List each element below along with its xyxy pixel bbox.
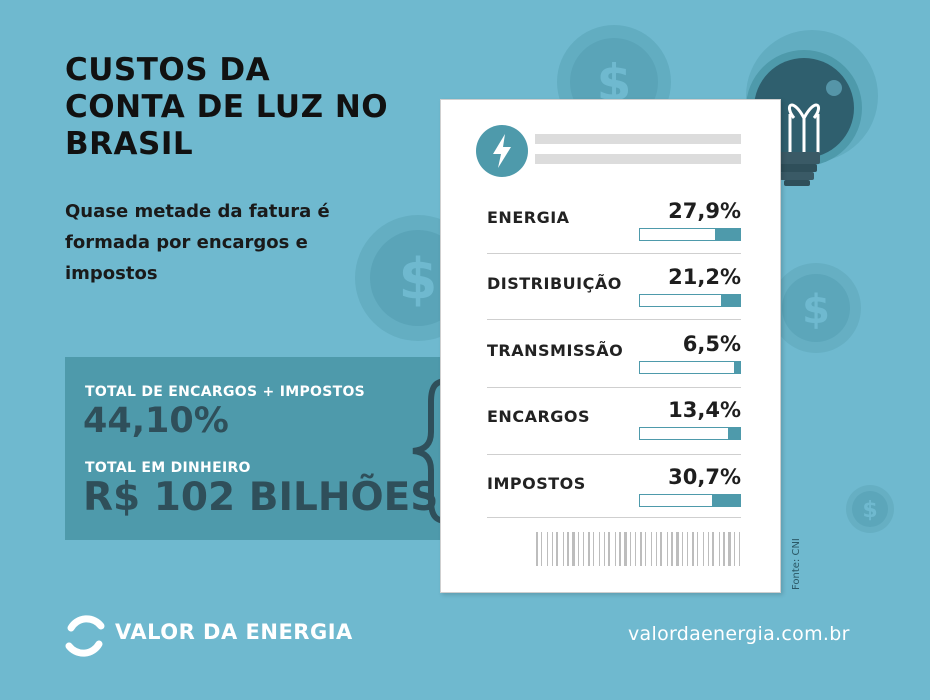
bill-row-name: ENCARGOS xyxy=(487,407,591,426)
website-link[interactable]: valordaenergia.com.br xyxy=(628,623,850,645)
bill-row-percent: 30,7% xyxy=(668,465,741,489)
barcode-stripe xyxy=(676,532,679,566)
barcode-stripe xyxy=(599,532,600,566)
barcode-stripe xyxy=(536,532,538,566)
bill-row-separator xyxy=(487,387,741,388)
barcode-stripe xyxy=(728,532,731,566)
svg-text:$: $ xyxy=(399,247,438,312)
svg-text:$: $ xyxy=(802,287,830,333)
barcode-stripe xyxy=(541,532,542,566)
bill-row-bar-fill xyxy=(734,362,740,373)
barcode-stripe xyxy=(660,532,662,566)
barcode-stripe xyxy=(682,532,683,566)
lightning-bolt-icon xyxy=(476,125,528,177)
svg-text:$: $ xyxy=(862,498,877,523)
barcode-stripe xyxy=(552,532,553,566)
barcode-stripe xyxy=(619,532,621,566)
barcode-stripe xyxy=(608,532,610,566)
barcode-stripe xyxy=(692,532,694,566)
barcode-stripe xyxy=(671,532,673,566)
total-money-label: TOTAL EM DINHEIRO xyxy=(85,460,251,476)
barcode-stripe xyxy=(588,532,590,566)
curly-brace-icon xyxy=(412,377,456,525)
bill-row-bar xyxy=(639,228,741,241)
bill-header-line xyxy=(535,154,741,164)
barcode-stripe xyxy=(556,532,558,566)
barcode-stripe xyxy=(739,532,740,566)
barcode-stripe xyxy=(723,532,725,566)
barcode-icon xyxy=(536,532,740,566)
bill-row-separator xyxy=(487,319,741,320)
bill-row-bar xyxy=(639,294,741,307)
bill-row-bar xyxy=(639,494,741,507)
barcode-stripe xyxy=(547,532,548,566)
bill-row-distribuicao: DISTRIBUIÇÃO 21,2% xyxy=(487,265,741,334)
barcode-stripe xyxy=(703,532,704,566)
bill-row-name: TRANSMISSÃO xyxy=(487,341,624,360)
brand-name: VALOR DA ENERGIA xyxy=(115,620,353,644)
page-title: CUSTOS DA CONTA DE LUZ NO BRASIL xyxy=(65,52,389,162)
total-money-value: R$ 102 BILHÕES xyxy=(83,475,439,520)
bill-row-encargos: ENCARGOS 13,4% xyxy=(487,398,741,467)
bill-row-impostos: IMPOSTOS 30,7% xyxy=(487,465,741,534)
bill-row-bar-fill xyxy=(714,229,740,240)
bill-row-name: DISTRIBUIÇÃO xyxy=(487,274,622,293)
bill-row-separator xyxy=(487,253,741,254)
dollar-coin-icon: $ xyxy=(846,485,894,533)
barcode-stripe xyxy=(563,532,564,566)
barcode-stripe xyxy=(656,532,657,566)
bill-row-name: ENERGIA xyxy=(487,208,570,227)
bill-row-energia: ENERGIA 27,9% xyxy=(487,199,741,268)
barcode-stripe xyxy=(708,532,709,566)
barcode-stripe xyxy=(640,532,642,566)
dollar-coin-icon: $ xyxy=(771,263,861,353)
barcode-stripe xyxy=(645,532,646,566)
barcode-stripe xyxy=(583,532,584,566)
bill-row-name: IMPOSTOS xyxy=(487,474,586,493)
barcode-stripe xyxy=(572,532,575,566)
barcode-stripe xyxy=(734,532,735,566)
bill-row-separator xyxy=(487,517,741,518)
barcode-stripe xyxy=(667,532,668,566)
barcode-stripe xyxy=(604,532,605,566)
barcode-stripe xyxy=(697,532,698,566)
bill-header-line xyxy=(535,134,741,144)
source-note: Fonte: CNI xyxy=(791,538,802,590)
bill-row-bar xyxy=(639,427,741,440)
barcode-stripe xyxy=(567,532,569,566)
barcode-stripe xyxy=(624,532,627,566)
barcode-stripe xyxy=(635,532,636,566)
total-charges-taxes-label: TOTAL DE ENCARGOS + IMPOSTOS xyxy=(85,384,366,400)
bill-row-bar-fill xyxy=(712,495,740,506)
barcode-stripe xyxy=(578,532,579,566)
bill-row-percent: 21,2% xyxy=(668,265,741,289)
bill-row-separator xyxy=(487,454,741,455)
bill-row-percent: 6,5% xyxy=(682,332,741,356)
barcode-stripe xyxy=(593,532,594,566)
barcode-stripe xyxy=(712,532,714,566)
bill-row-percent: 13,4% xyxy=(668,398,741,422)
bill-row-bar-fill xyxy=(727,428,740,439)
totals-panel: TOTAL DE ENCARGOS + IMPOSTOS 44,10% TOTA… xyxy=(65,357,457,540)
total-charges-taxes-value: 44,10% xyxy=(83,401,229,441)
barcode-stripe xyxy=(651,532,652,566)
barcode-stripe xyxy=(719,532,720,566)
barcode-stripe xyxy=(630,532,631,566)
barcode-stripe xyxy=(615,532,616,566)
bill-row-percent: 27,9% xyxy=(668,199,741,223)
bill-row-bar xyxy=(639,361,741,374)
barcode-stripe xyxy=(687,532,688,566)
bill-row-bar-fill xyxy=(720,295,740,306)
electricity-bill: ENERGIA 27,9% DISTRIBUIÇÃO 21,2% TRANSMI… xyxy=(440,99,781,593)
brand-logo-icon xyxy=(65,615,105,657)
page-subtitle: Quase metade da fatura é formada por enc… xyxy=(65,201,330,284)
bill-row-transmissao: TRANSMISSÃO 6,5% xyxy=(487,332,741,401)
